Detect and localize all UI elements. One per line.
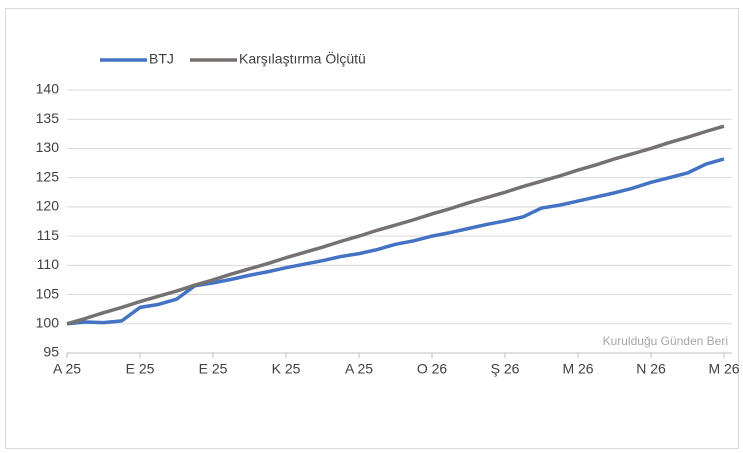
x-tick-label: M 26 <box>562 361 593 377</box>
y-tick-label: 110 <box>37 256 60 272</box>
chart-frame <box>5 8 739 449</box>
x-tick-label: E 25 <box>199 361 228 377</box>
x-tick-label: K 25 <box>272 361 301 377</box>
x-tick-label: E 25 <box>126 361 155 377</box>
x-tick-label: A 25 <box>345 361 373 377</box>
y-tick-label: 125 <box>36 168 60 184</box>
legend-label: BTJ <box>149 51 174 67</box>
series-line <box>66 157 725 326</box>
legend-label: Karşılaştırma Ölçütü <box>239 50 366 67</box>
y-tick-label: 105 <box>36 285 60 301</box>
x-tick-label: N 26 <box>636 361 666 377</box>
series-line <box>66 124 725 326</box>
x-tick-label: A 25 <box>53 361 81 377</box>
x-tick-label: M 26 <box>708 361 739 377</box>
y-tick-label: 100 <box>36 314 60 330</box>
y-tick-label: 140 <box>36 81 60 97</box>
x-tick-label: O 26 <box>417 361 448 377</box>
annotation: Kurulduğu Günden Beri <box>603 334 728 348</box>
y-tick-label: 135 <box>36 110 60 126</box>
y-tick-label: 115 <box>37 227 60 243</box>
y-tick-label: 95 <box>43 344 59 360</box>
y-tick-label: 130 <box>36 139 60 155</box>
y-tick-label: 120 <box>36 198 60 214</box>
x-tick-label: Ş 26 <box>491 361 520 377</box>
